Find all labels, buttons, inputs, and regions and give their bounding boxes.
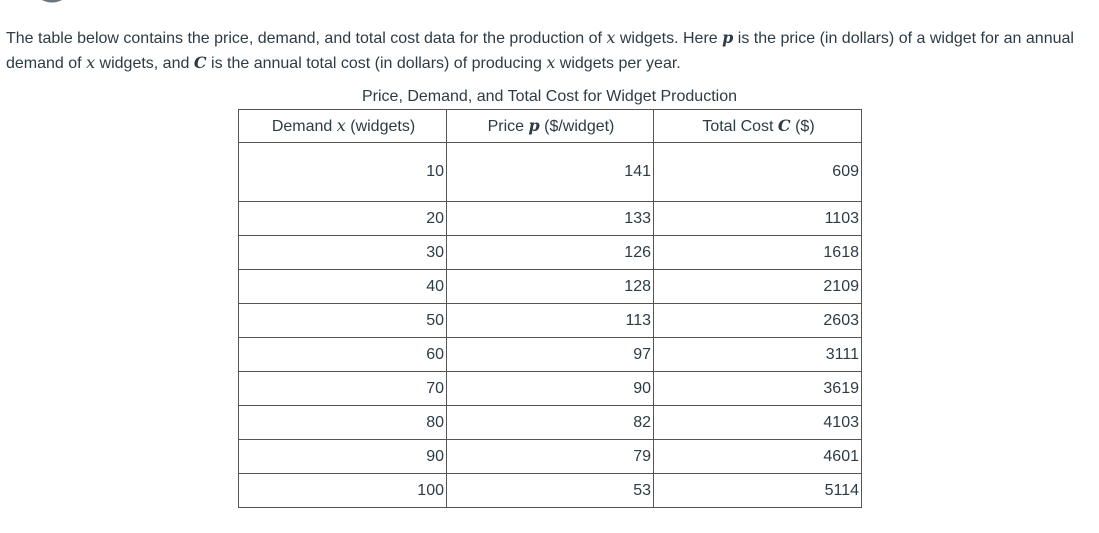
cropped-heading-fragment: [42, 0, 62, 3]
intro-text-1: The table below contains the price, dema…: [6, 30, 607, 47]
cell-demand: 90: [238, 439, 447, 474]
cell-total-cost: 609: [653, 142, 862, 202]
table-header-row: Demand x (widgets) Price p ($/widget) To…: [238, 109, 862, 143]
cell-total-cost: 4601: [653, 439, 862, 474]
cell-price: 128: [446, 269, 654, 304]
cell-demand: 40: [238, 269, 447, 304]
header-demand: Demand x (widgets): [238, 109, 447, 143]
cell-total-cost: 2603: [653, 303, 862, 338]
intro-text-4: widgets, and: [95, 55, 194, 72]
cell-demand: 30: [238, 235, 447, 270]
cell-price: 141: [446, 142, 654, 202]
cell-total-cost: 3111: [653, 337, 862, 372]
cell-demand: 100: [238, 473, 447, 508]
cell-price: 79: [446, 439, 654, 474]
cell-price: 133: [446, 201, 654, 236]
header-price-variable: p: [528, 116, 540, 135]
table-row: 70 90 3619: [238, 371, 862, 406]
header-demand-unit: (widgets): [345, 118, 416, 135]
header-total-cost: Total Cost C ($): [653, 109, 862, 143]
table-row: 40 128 2109: [238, 269, 862, 304]
cell-total-cost: 4103: [653, 405, 862, 440]
cell-demand: 60: [238, 337, 447, 372]
table-row: 20 133 1103: [238, 201, 862, 236]
cell-price: 90: [446, 371, 654, 406]
header-demand-variable: x: [336, 116, 346, 135]
table-row: 90 79 4601: [238, 439, 862, 474]
header-price-label: Price: [487, 118, 529, 135]
variable-x: x: [606, 28, 616, 47]
cell-price: 126: [446, 235, 654, 270]
table-row: 60 97 3111: [238, 337, 862, 372]
cell-total-cost: 5114: [653, 473, 862, 508]
variable-p: p: [722, 28, 734, 47]
cell-total-cost: 2109: [653, 269, 862, 304]
variable-c: C: [193, 53, 207, 72]
header-demand-label: Demand: [271, 118, 337, 135]
cell-demand: 50: [238, 303, 447, 338]
cell-total-cost: 1103: [653, 201, 862, 236]
cell-price: 82: [446, 405, 654, 440]
cell-demand: 20: [238, 201, 447, 236]
cell-price: 97: [446, 337, 654, 372]
cell-demand: 10: [238, 142, 447, 202]
cell-total-cost: 3619: [653, 371, 862, 406]
intro-text-2: widgets. Here: [615, 30, 723, 47]
cell-total-cost: 1618: [653, 235, 862, 270]
table-row: 10 141 609: [238, 142, 862, 202]
cell-price: 113: [446, 303, 654, 338]
widget-data-table: Demand x (widgets) Price p ($/widget) To…: [238, 109, 862, 508]
intro-text-3: is the price (in dollars) of a widget fo…: [6, 30, 1074, 72]
header-cost-label: Total Cost: [702, 118, 778, 135]
header-cost-unit: ($): [790, 118, 815, 135]
table-caption: Price, Demand, and Total Cost for Widget…: [362, 88, 737, 105]
variable-x: x: [546, 53, 556, 72]
header-price: Price p ($/widget): [446, 109, 654, 143]
variable-x: x: [86, 53, 96, 72]
cell-price: 53: [446, 473, 654, 508]
intro-text-5: is the annual total cost (in dollars) of…: [206, 55, 547, 72]
table-row: 30 126 1618: [238, 235, 862, 270]
table-row: 50 113 2603: [238, 303, 862, 338]
cell-demand: 80: [238, 405, 447, 440]
intro-text-6: widgets per year.: [555, 55, 681, 72]
table-row: 80 82 4103: [238, 405, 862, 440]
cell-demand: 70: [238, 371, 447, 406]
header-price-unit: ($/widget): [539, 118, 615, 135]
table-row: 100 53 5114: [238, 473, 862, 508]
header-cost-variable: C: [777, 116, 791, 135]
problem-intro: The table below contains the price, dema…: [6, 26, 1086, 76]
